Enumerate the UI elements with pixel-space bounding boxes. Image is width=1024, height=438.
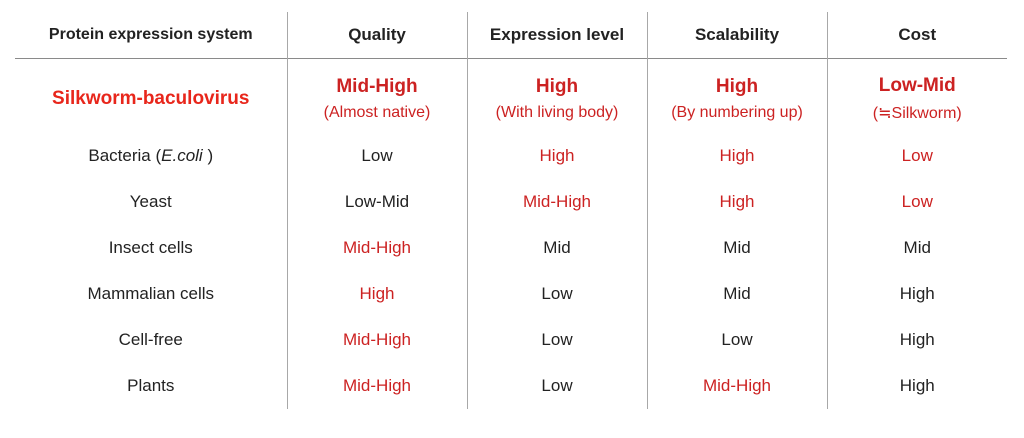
expression-cell: Mid: [466, 225, 647, 271]
header-row: Protein expression system Quality Expres…: [15, 12, 1007, 59]
table-row: Yeast Low-Mid Mid-High High Low: [15, 179, 1007, 225]
scalability-cell: High: [646, 179, 827, 225]
expression-cell: Mid-High: [466, 179, 647, 225]
scalability-cell: High: [646, 133, 827, 179]
expression-cell: Low: [466, 271, 647, 317]
table-row: Insect cells Mid-High Mid Mid Mid: [15, 225, 1007, 271]
comparison-table: Protein expression system Quality Expres…: [15, 12, 1007, 409]
scalability-cell: Mid: [646, 271, 827, 317]
system-cell: Insect cells: [108, 238, 193, 257]
table-row: Plants Mid-High Low Mid-High High: [15, 363, 1007, 409]
quality-cell: Mid-High: [286, 317, 467, 363]
system-cell: Plants: [127, 376, 175, 395]
header-scalability: Scalability: [646, 12, 827, 59]
quality-cell: Low-Mid: [286, 179, 467, 225]
cost-cell: High: [826, 271, 1007, 317]
hero-expression: High (With living body): [466, 65, 647, 133]
cost-cell: High: [826, 363, 1007, 409]
cost-cell: Low: [826, 133, 1007, 179]
hero-system-name: Silkworm-baculovirus: [52, 88, 250, 109]
table-row: Cell-free Mid-High Low Low High: [15, 317, 1007, 363]
header-quality: Quality: [286, 12, 467, 59]
quality-cell: Low: [286, 133, 467, 179]
hero-scalability: High (By numbering up): [646, 65, 827, 133]
expression-cell: Low: [466, 363, 647, 409]
cost-cell: Mid: [826, 225, 1007, 271]
header-cost: Cost: [826, 12, 1007, 59]
quality-cell: High: [286, 271, 467, 317]
header-expression-level: Expression level: [466, 12, 647, 59]
scalability-cell: Mid-High: [646, 363, 827, 409]
hero-cost: Low-Mid (≒Silkworm): [826, 65, 1007, 133]
cost-cell: High: [826, 317, 1007, 363]
cost-cell: Low: [826, 179, 1007, 225]
system-cell: Cell-free: [118, 330, 183, 349]
expression-cell: High: [466, 133, 647, 179]
system-cell: Bacteria (E.coli ): [88, 146, 214, 165]
scalability-cell: Low: [646, 317, 827, 363]
scalability-cell: Mid: [646, 225, 827, 271]
expression-cell: Low: [466, 317, 647, 363]
system-cell: Yeast: [129, 192, 172, 211]
header-system: Protein expression system: [48, 26, 253, 43]
table-row: Bacteria (E.coli ) Low High High Low: [15, 133, 1007, 179]
quality-cell: Mid-High: [286, 363, 467, 409]
hero-row: Silkworm-baculovirus Mid-High (Almost nat…: [15, 65, 1007, 133]
hero-quality: Mid-High (Almost native): [286, 65, 467, 133]
system-cell: Mammalian cells: [87, 284, 215, 303]
table-row: Mammalian cells High Low Mid High: [15, 271, 1007, 317]
quality-cell: Mid-High: [286, 225, 467, 271]
